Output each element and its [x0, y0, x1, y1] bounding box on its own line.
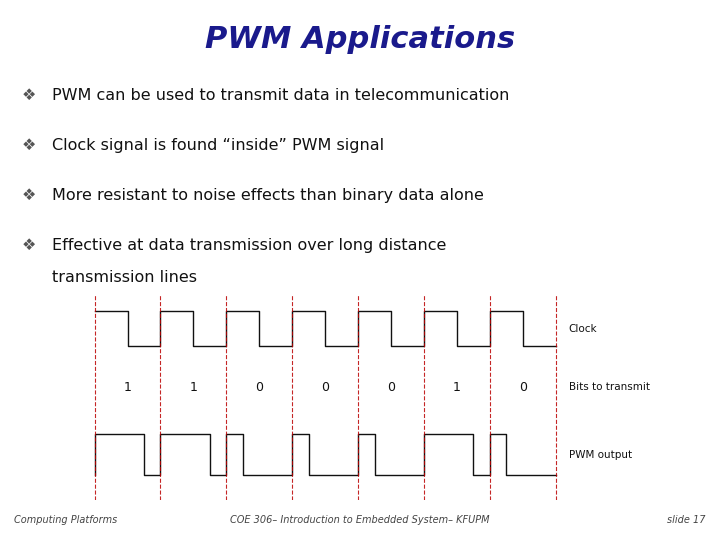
Text: COE 306– Introduction to Embedded System– KFUPM: COE 306– Introduction to Embedded System… — [230, 515, 490, 525]
Text: PWM can be used to transmit data in telecommunication: PWM can be used to transmit data in tele… — [52, 89, 509, 103]
Text: 1: 1 — [453, 381, 461, 394]
Text: 1: 1 — [124, 381, 132, 394]
Text: PWM Applications: PWM Applications — [205, 25, 515, 53]
Text: 0: 0 — [321, 381, 329, 394]
Text: More resistant to noise effects than binary data alone: More resistant to noise effects than bin… — [52, 188, 484, 203]
Text: ❖: ❖ — [22, 188, 37, 203]
Text: 0: 0 — [256, 381, 264, 394]
Text: Computing Platforms: Computing Platforms — [14, 515, 117, 525]
Text: PWM output: PWM output — [569, 450, 632, 460]
Text: ❖: ❖ — [22, 238, 37, 253]
Text: slide 17: slide 17 — [667, 515, 706, 525]
Text: Clock signal is found “inside” PWM signal: Clock signal is found “inside” PWM signa… — [52, 138, 384, 153]
Text: transmission lines: transmission lines — [52, 270, 197, 285]
Text: ❖: ❖ — [22, 138, 37, 153]
Text: Effective at data transmission over long distance: Effective at data transmission over long… — [52, 238, 446, 253]
Text: 1: 1 — [189, 381, 197, 394]
Text: ❖: ❖ — [22, 89, 37, 103]
Text: Clock: Clock — [569, 324, 598, 334]
Text: Bits to transmit: Bits to transmit — [569, 382, 650, 392]
Text: 0: 0 — [387, 381, 395, 394]
Text: 0: 0 — [518, 381, 527, 394]
